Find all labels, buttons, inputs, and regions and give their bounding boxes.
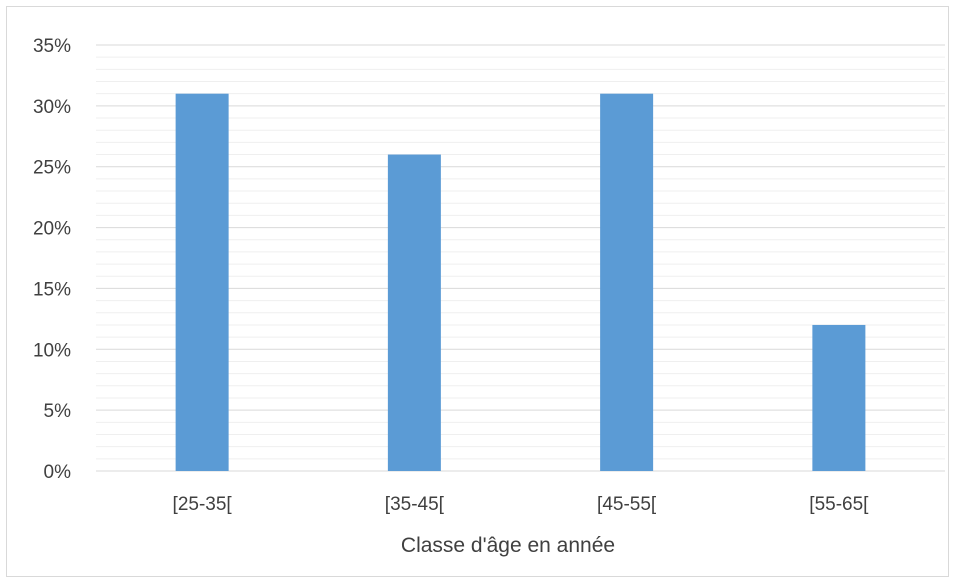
x-axis-title: Classe d'âge en année bbox=[401, 534, 615, 557]
y-tick-label: 35% bbox=[33, 36, 71, 57]
x-axis-tick-labels: [25-35[ [35-45[ [45-55[ [55-65[ bbox=[173, 494, 870, 515]
bar-2 bbox=[387, 154, 441, 472]
y-tick-label: 25% bbox=[33, 158, 71, 179]
y-tick-label: 15% bbox=[33, 279, 71, 300]
x-tick-label: [35-45[ bbox=[385, 494, 445, 515]
y-tick-label: 30% bbox=[33, 97, 71, 118]
gridlines bbox=[96, 44, 945, 472]
chart-area: 0% 5% 10% 15% 20% 25% 30% 35% [25-35[ [35-45[ [45… bbox=[6, 6, 949, 577]
x-tick-label: [25-35[ bbox=[173, 494, 233, 515]
bar-chart: 0% 5% 10% 15% 20% 25% 30% 35% [25-35[ [35-45[ [45… bbox=[33, 36, 945, 557]
bar-3 bbox=[600, 93, 654, 471]
y-tick-label: 10% bbox=[33, 340, 71, 361]
y-tick-label: 0% bbox=[44, 462, 72, 483]
y-tick-label: 20% bbox=[33, 219, 71, 240]
x-tick-label: [55-65[ bbox=[809, 494, 869, 515]
y-tick-label: 5% bbox=[44, 401, 72, 422]
bar-1 bbox=[175, 93, 229, 471]
x-tick-label: [45-55[ bbox=[597, 494, 657, 515]
bars bbox=[175, 93, 866, 472]
y-axis-tick-labels: 0% 5% 10% 15% 20% 25% 30% 35% bbox=[33, 36, 71, 483]
bar-4 bbox=[812, 324, 866, 471]
